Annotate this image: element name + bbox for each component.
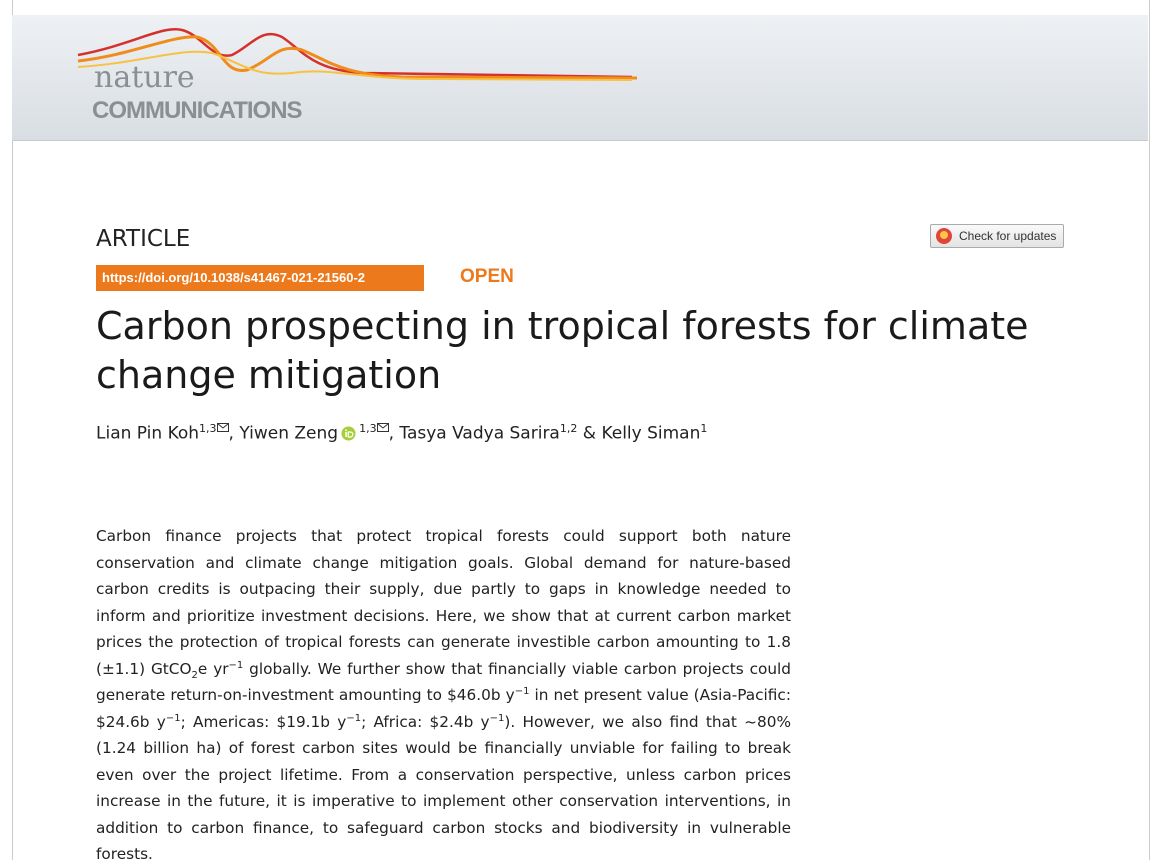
check-icon — [936, 228, 952, 244]
open-access: OPEN — [460, 266, 514, 287]
abstract-sup: −1 — [228, 659, 244, 671]
abstract-sup: −1 — [346, 712, 362, 724]
author-affiliations: 1 — [700, 422, 708, 435]
author-name[interactable]: Lian Pin Koh — [96, 423, 200, 444]
abstract: Carbon finance projects that protect tro… — [96, 523, 791, 860]
abstract-sup: −1 — [514, 685, 530, 697]
author-affiliations: 1,2 — [559, 422, 578, 435]
journal-header: nature COMMUNICATIONS — [12, 15, 1148, 141]
abstract-text: ). However, we also find that ~80% (1.24… — [96, 712, 791, 860]
abstract-sub: 2 — [191, 669, 198, 681]
article-type: ARTICLE — [96, 226, 191, 252]
abstract-sup: −1 — [165, 712, 181, 724]
author-affiliations: 1,3 — [199, 422, 217, 435]
logo-nature: nature — [94, 60, 195, 95]
author-name[interactable]: Tasya Vadya Sarira — [399, 423, 560, 444]
author-affiliations: 1,3 — [359, 422, 377, 435]
abstract-text: Carbon finance projects that protect tro… — [96, 527, 791, 678]
article-title: Carbon prospecting in tropical forests f… — [96, 304, 1029, 397]
logo-communications: COMMUNICATIONS — [92, 97, 303, 124]
author-separator: & — [577, 423, 602, 444]
abstract-text: ; Americas: $19.1b y — [180, 712, 347, 731]
author-separator: , — [228, 423, 240, 444]
check-updates-label: Check for updates — [959, 229, 1057, 243]
email-icon[interactable] — [216, 423, 229, 432]
logo-waves — [77, 27, 638, 81]
author-list: Lian Pin Koh1,3, Yiwen Zeng 1,3, Tasya Va… — [96, 422, 707, 444]
abstract-text: ; Africa: $2.4b y — [361, 712, 490, 731]
author-name[interactable]: Yiwen Zeng — [239, 423, 339, 444]
author-separator: , — [388, 423, 400, 444]
email-icon[interactable] — [376, 423, 389, 432]
author-name[interactable]: Kelly Siman — [601, 423, 701, 444]
page-frame — [12, 0, 1150, 860]
orcid-icon[interactable] — [341, 426, 356, 441]
abstract-text: globally. We further show that financial… — [96, 659, 791, 705]
abstract-text: in net present value (Asia-Pacific: $24.… — [96, 686, 791, 731]
abstract-text: e yr — [197, 659, 229, 678]
abstract-sup: −1 — [489, 712, 505, 724]
doi-link[interactable]: https://doi.org/10.1038/s41467-021-21560… — [96, 265, 424, 291]
check-updates-button[interactable]: Check for updates — [930, 224, 1064, 248]
